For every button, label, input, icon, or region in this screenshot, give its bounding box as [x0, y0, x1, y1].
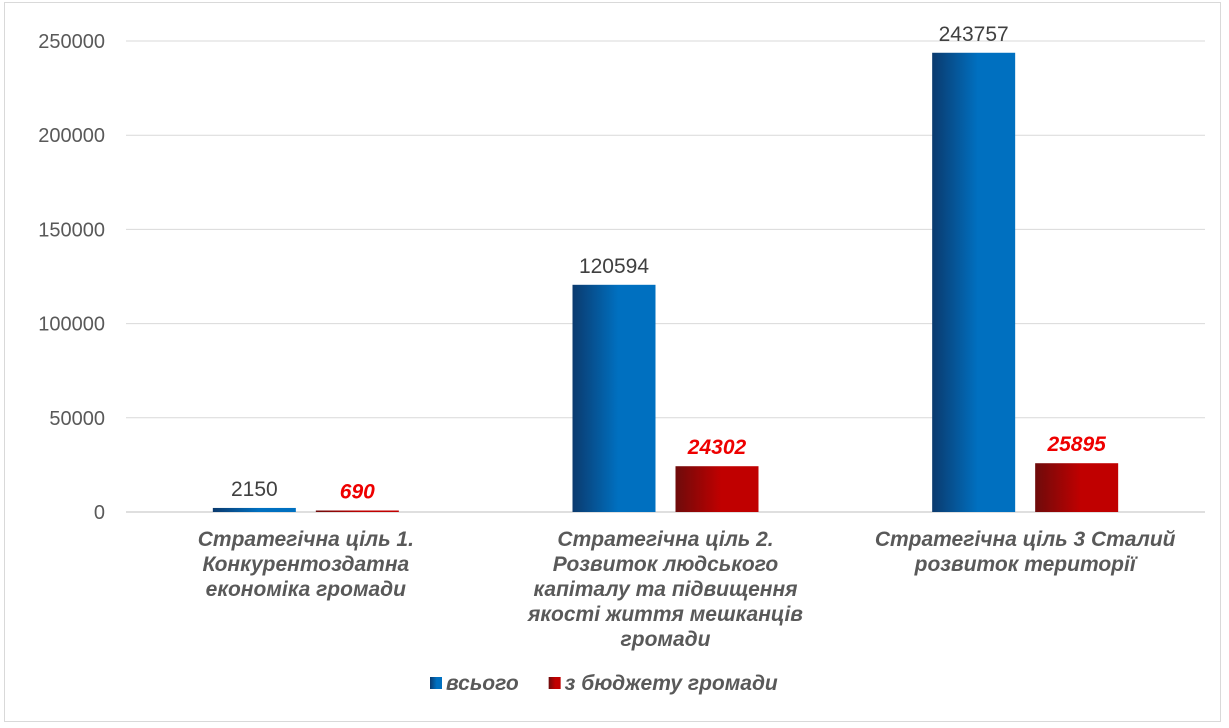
- data-label-budget: 25895: [1046, 433, 1106, 456]
- legend-swatch-budget: [548, 677, 561, 689]
- y-tick-label: 200000: [38, 125, 105, 147]
- data-label-budget: 690: [340, 481, 375, 504]
- x-axis-categories: Стратегічна ціль 1. Конкурентоздатна еконо…: [198, 528, 1176, 651]
- y-tick-label: 250000: [38, 31, 105, 53]
- bar-budget: [675, 466, 759, 512]
- legend-label-budget: з бюджету громади: [565, 672, 778, 695]
- bar-chart: 0 50000 100000 150000 200000 250000 2150 690 12…: [38, 23, 1205, 695]
- y-tick-label: 150000: [38, 219, 105, 241]
- y-tick-label: 100000: [38, 314, 105, 336]
- x-category-label: Стратегічна ціль 3 Сталий розвиток терито…: [875, 528, 1176, 576]
- bar-budget: [1035, 463, 1119, 512]
- bar-total: [212, 507, 296, 512]
- x-category-label: Стратегічна ціль 2. Розвиток людського кап…: [527, 528, 803, 651]
- gridlines: [126, 40, 1205, 513]
- y-axis-ticks: 0 50000 100000 150000 200000 250000: [38, 31, 105, 524]
- y-tick-label: 50000: [49, 408, 105, 430]
- y-tick-label: 0: [94, 502, 105, 524]
- x-category-label: Стратегічна ціль 1. Конкурентоздатна еконо…: [198, 528, 414, 601]
- data-label-budget: 24302: [687, 436, 747, 459]
- chart-frame: 0 50000 100000 150000 200000 250000 2150 690 12…: [4, 2, 1221, 722]
- bar-total: [572, 284, 656, 512]
- legend-swatch-total: [430, 677, 442, 689]
- legend-label-total: всього: [446, 672, 519, 695]
- bar-budget: [315, 510, 399, 512]
- legend: всього з бюджету громади: [430, 672, 778, 695]
- bar-total: [932, 52, 1016, 512]
- bars: [212, 52, 1119, 512]
- data-label-total: 120594: [579, 255, 649, 278]
- data-labels: 2150 690 120594 24302 243757 25895: [231, 23, 1106, 504]
- data-label-total: 243757: [939, 23, 1009, 46]
- data-label-total: 2150: [231, 478, 278, 501]
